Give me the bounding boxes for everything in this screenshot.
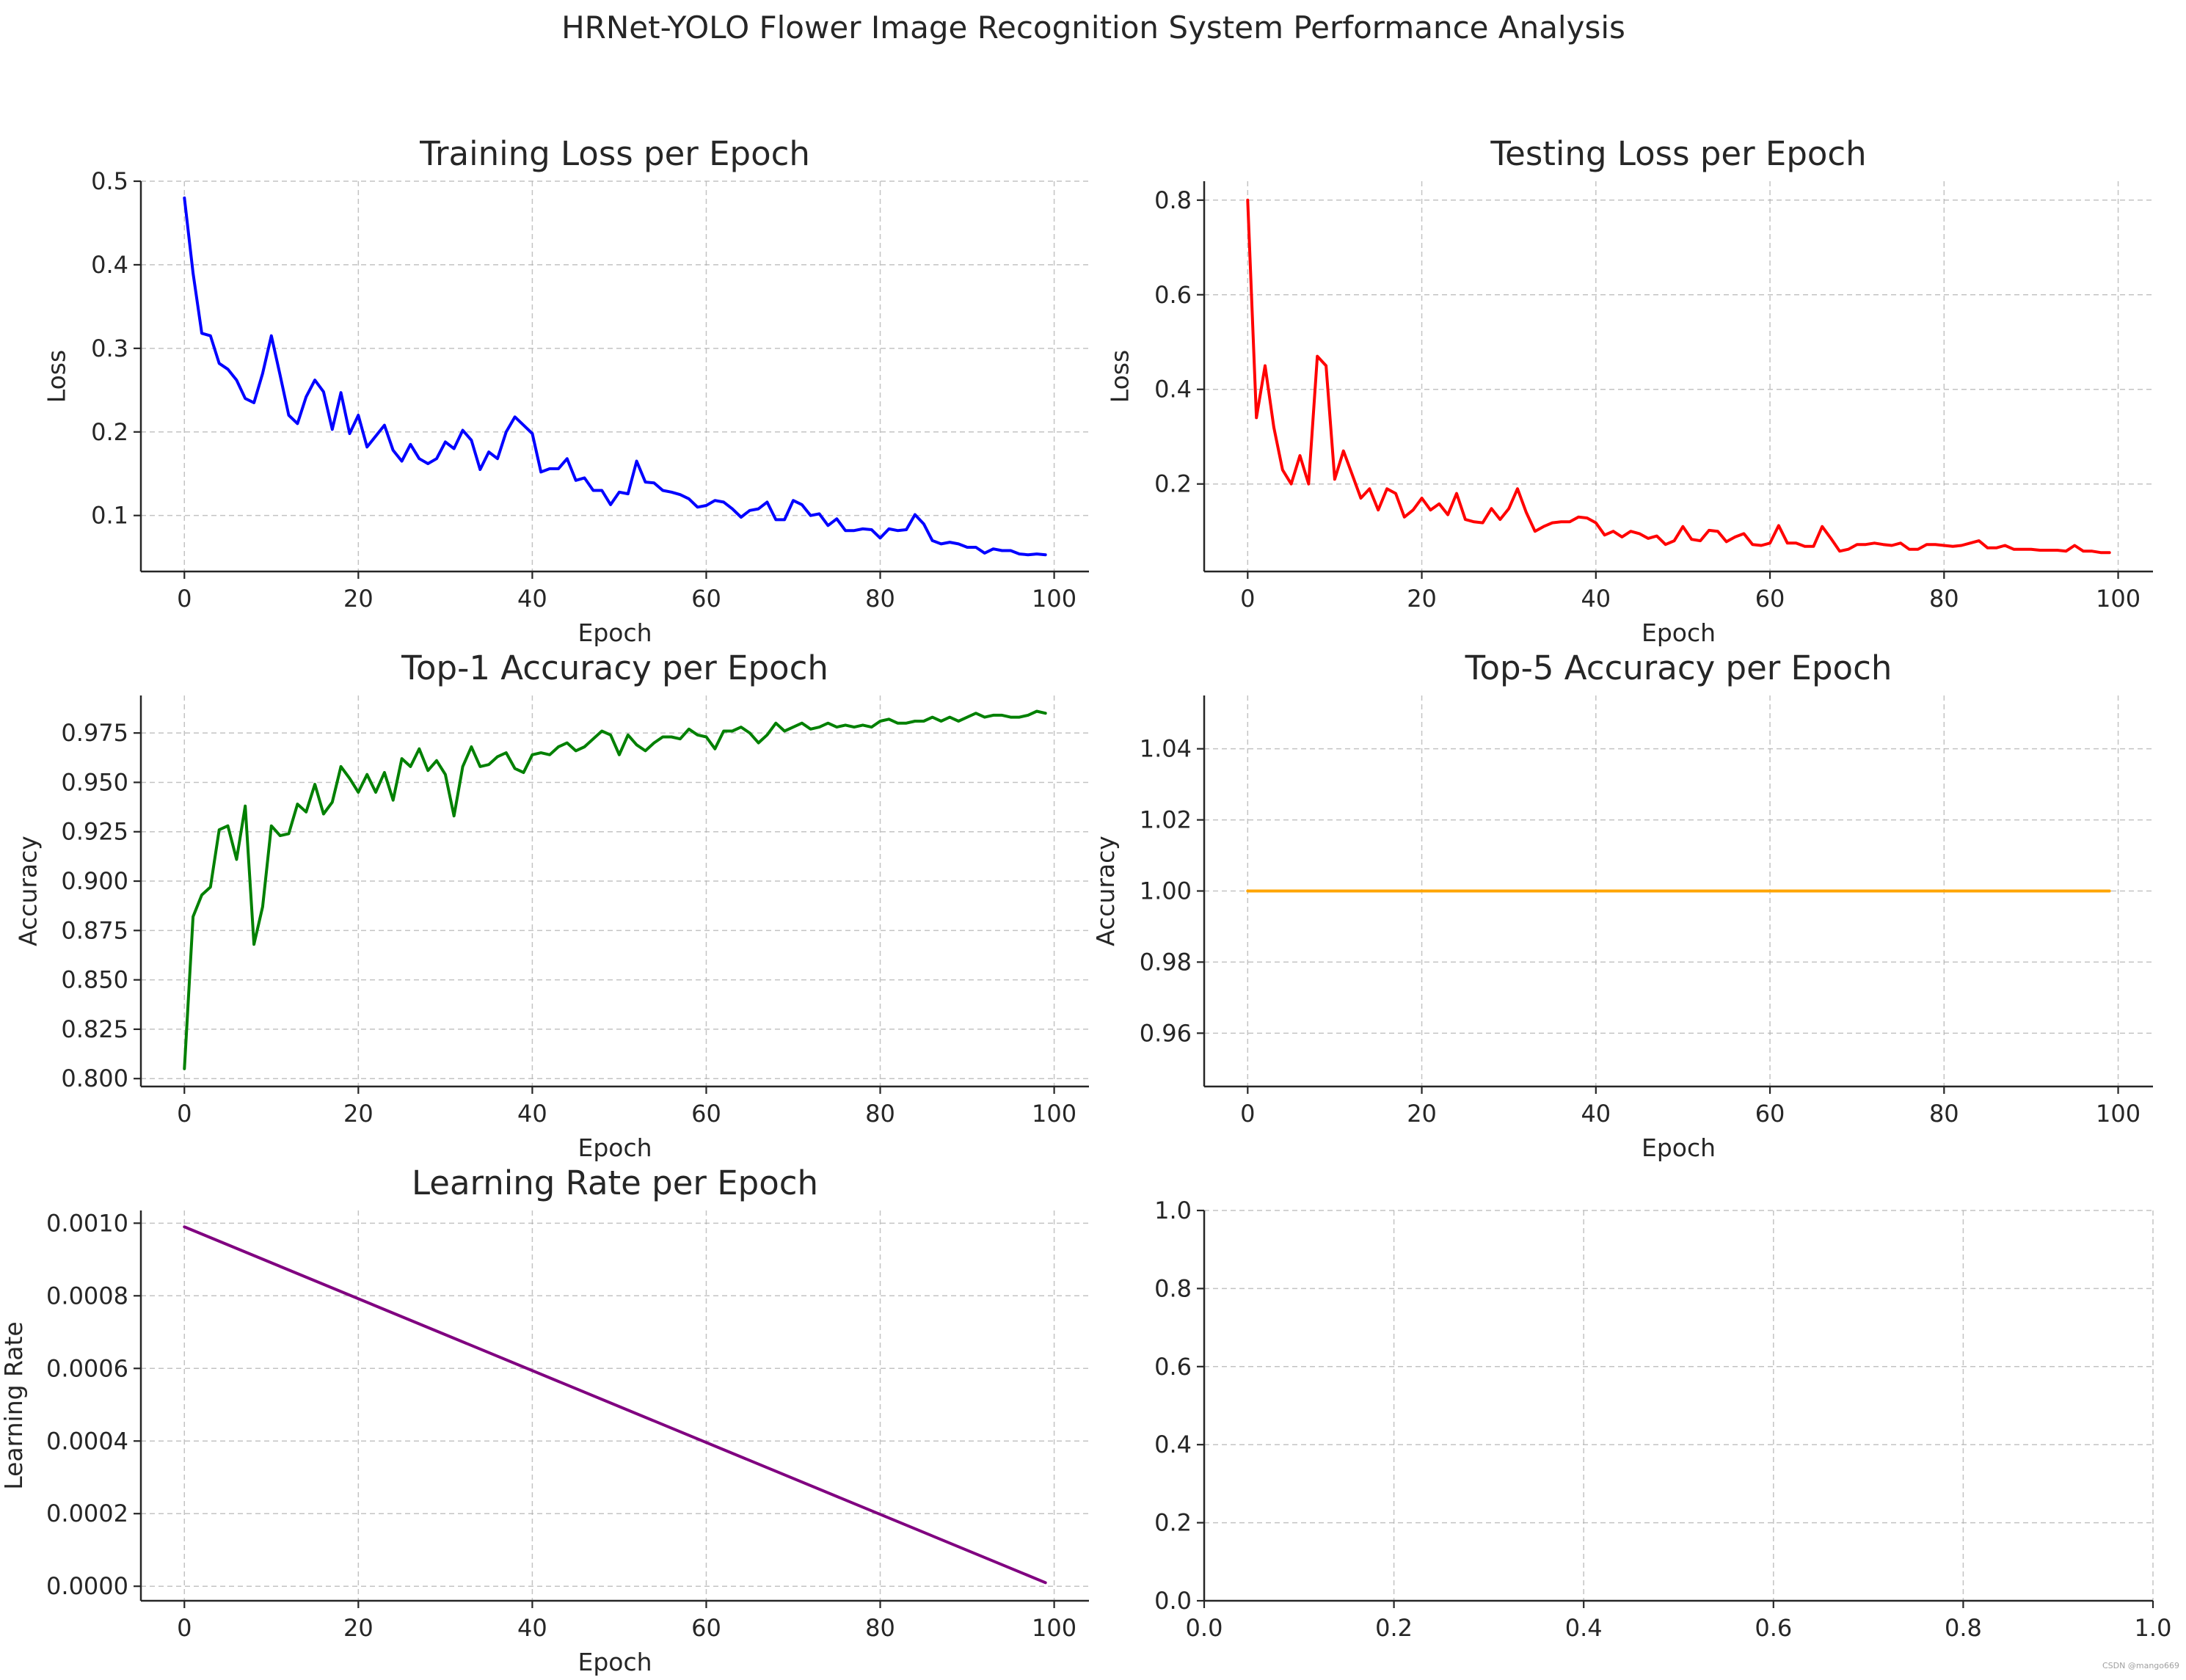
y-tick-label: 1.04 (1140, 735, 1192, 763)
x-tick-label: 20 (1407, 1100, 1437, 1128)
x-tick-label: 20 (343, 1614, 374, 1642)
series-line-training-loss (183, 196, 1047, 557)
x-tick-label: 100 (1032, 585, 1076, 613)
x-axis-label: Epoch (578, 1648, 652, 1676)
y-tick-label: 0.5 (91, 167, 128, 195)
x-tick-label: 60 (1755, 1100, 1785, 1128)
y-tick-label: 0.925 (61, 818, 128, 846)
chart-panel-top5-accuracy: 0 20 40 60 80 100 0.96 0.98 1.00 1.02 1.04 Top-5 Ac… (1091, 649, 2153, 1162)
y-tick-label: 0.800 (61, 1064, 128, 1092)
x-axis-label: Epoch (578, 1133, 652, 1162)
x-tick-label: 0.0 (1186, 1614, 1223, 1642)
x-tick-label: 100 (1032, 1100, 1076, 1128)
y-tick-label: 0.0006 (46, 1354, 128, 1382)
x-tick-label: 100 (2096, 585, 2141, 613)
x-tick-label: 80 (1929, 585, 1959, 613)
y-tick-label: 1.02 (1140, 806, 1192, 834)
x-tick-label: 0 (177, 1614, 192, 1642)
chart-title: Testing Loss per Epoch (1490, 134, 1866, 173)
y-axis-label: Accuracy (14, 836, 43, 946)
y-tick-label: 0.0000 (46, 1572, 128, 1600)
x-tick-label: 60 (1755, 585, 1785, 613)
y-tick-label: 1.00 (1140, 877, 1192, 905)
y-tick-label: 0.3 (91, 335, 128, 362)
y-axis-label: Loss (1106, 350, 1134, 403)
y-tick-label: 0.0004 (46, 1427, 128, 1455)
chart-panel-testing-loss: 0 20 40 60 80 100 0.2 0.4 0.6 0.8 Testing Loss per… (1106, 134, 2153, 647)
x-tick-label: 1.0 (2135, 1614, 2172, 1642)
chart-title: Top-5 Accuracy per Epoch (1465, 649, 1892, 687)
chart-panel-top1-accuracy: 0 20 40 60 80 100 0.800 0.825 0.850 0.875 0.900 0.9… (14, 649, 1089, 1162)
y-tick-label: 0.2 (91, 418, 128, 446)
x-axis-label: Epoch (1642, 618, 1716, 647)
chart-title: Learning Rate per Epoch (412, 1164, 818, 1202)
x-tick-label: 60 (691, 585, 721, 613)
x-tick-label: 20 (343, 585, 374, 613)
chart-panel-learning-rate: 0 20 40 60 80 100 0.0000 0.0002 0.0004 0.0006 0.00… (0, 1164, 1089, 1676)
chart-title: Training Loss per Epoch (419, 134, 810, 173)
chart-panel-training-loss: 0 20 40 60 80 100 0.1 0.2 0.3 0.4 0.5 Training Loss… (43, 134, 1089, 647)
x-tick-label: 0 (177, 585, 192, 613)
x-tick-label: 20 (343, 1100, 374, 1128)
y-tick-label: 0.6 (1154, 1353, 1192, 1381)
x-tick-label: 40 (1581, 1100, 1611, 1128)
y-tick-label: 0.0008 (46, 1282, 128, 1310)
x-tick-label: 0.2 (1375, 1614, 1413, 1642)
y-tick-label: 0.6 (1154, 281, 1192, 309)
y-tick-label: 0.0010 (46, 1209, 128, 1237)
x-tick-label: 100 (1032, 1614, 1076, 1642)
y-axis-label: Accuracy (1091, 836, 1120, 946)
x-tick-label: 80 (865, 1614, 895, 1642)
x-tick-label: 80 (865, 585, 895, 613)
y-tick-label: 0.0 (1154, 1587, 1192, 1615)
x-axis-label: Epoch (1642, 1133, 1716, 1162)
x-tick-label: 100 (2096, 1100, 2141, 1128)
x-tick-label: 0 (1240, 1100, 1255, 1128)
x-tick-label: 80 (865, 1100, 895, 1128)
x-tick-label: 40 (517, 1614, 547, 1642)
y-tick-label: 0.875 (61, 916, 128, 944)
x-tick-label: 0 (1240, 585, 1255, 613)
series-line-learning-rate (183, 1225, 1047, 1585)
chart-panel-empty-axes: 0.0 0.2 0.4 0.6 0.8 1.0 0.0 0.2 0.4 0.6 0.8 1.0 (1154, 1197, 2171, 1642)
x-tick-label: 60 (691, 1100, 721, 1128)
x-tick-label: 40 (517, 1100, 547, 1128)
y-axis-label: Loss (43, 350, 71, 403)
y-tick-label: 0.950 (61, 768, 128, 796)
y-tick-label: 0.4 (91, 251, 128, 279)
y-tick-label: 0.8 (1154, 1274, 1192, 1302)
y-tick-label: 0.4 (1154, 376, 1192, 403)
chart-title: Top-1 Accuracy per Epoch (401, 649, 828, 687)
series-line-testing-loss (1246, 198, 2111, 555)
y-tick-label: 0.1 (91, 502, 128, 530)
x-tick-label: 40 (1581, 585, 1611, 613)
x-tick-label: 80 (1929, 1100, 1959, 1128)
x-tick-label: 40 (517, 585, 547, 613)
y-tick-label: 0.4 (1154, 1431, 1192, 1458)
watermark: CSDN @mango669 (2102, 1661, 2179, 1670)
x-tick-label: 20 (1407, 585, 1437, 613)
figure-title: HRNet-YOLO Flower Image Recognition Syst… (561, 10, 1625, 45)
y-tick-label: 0.825 (61, 1015, 128, 1043)
x-tick-label: 60 (691, 1614, 721, 1642)
x-tick-label: 0.6 (1755, 1614, 1792, 1642)
y-tick-label: 0.900 (61, 867, 128, 895)
x-axis-label: Epoch (578, 618, 652, 647)
y-tick-label: 0.0002 (46, 1500, 128, 1527)
y-tick-label: 0.850 (61, 966, 128, 994)
y-tick-label: 0.2 (1154, 1509, 1192, 1537)
y-tick-label: 0.975 (61, 719, 128, 747)
y-tick-label: 0.2 (1154, 470, 1192, 498)
y-axis-label: Learning Rate (0, 1321, 28, 1489)
x-tick-label: 0.8 (1945, 1614, 1982, 1642)
x-tick-label: 0 (177, 1100, 192, 1128)
y-tick-label: 0.96 (1140, 1019, 1192, 1047)
y-tick-label: 0.8 (1154, 186, 1192, 214)
y-tick-label: 1.0 (1154, 1197, 1192, 1224)
y-tick-label: 0.98 (1140, 948, 1192, 976)
series-line-top1-accuracy (183, 709, 1047, 1070)
x-tick-label: 0.4 (1565, 1614, 1603, 1642)
